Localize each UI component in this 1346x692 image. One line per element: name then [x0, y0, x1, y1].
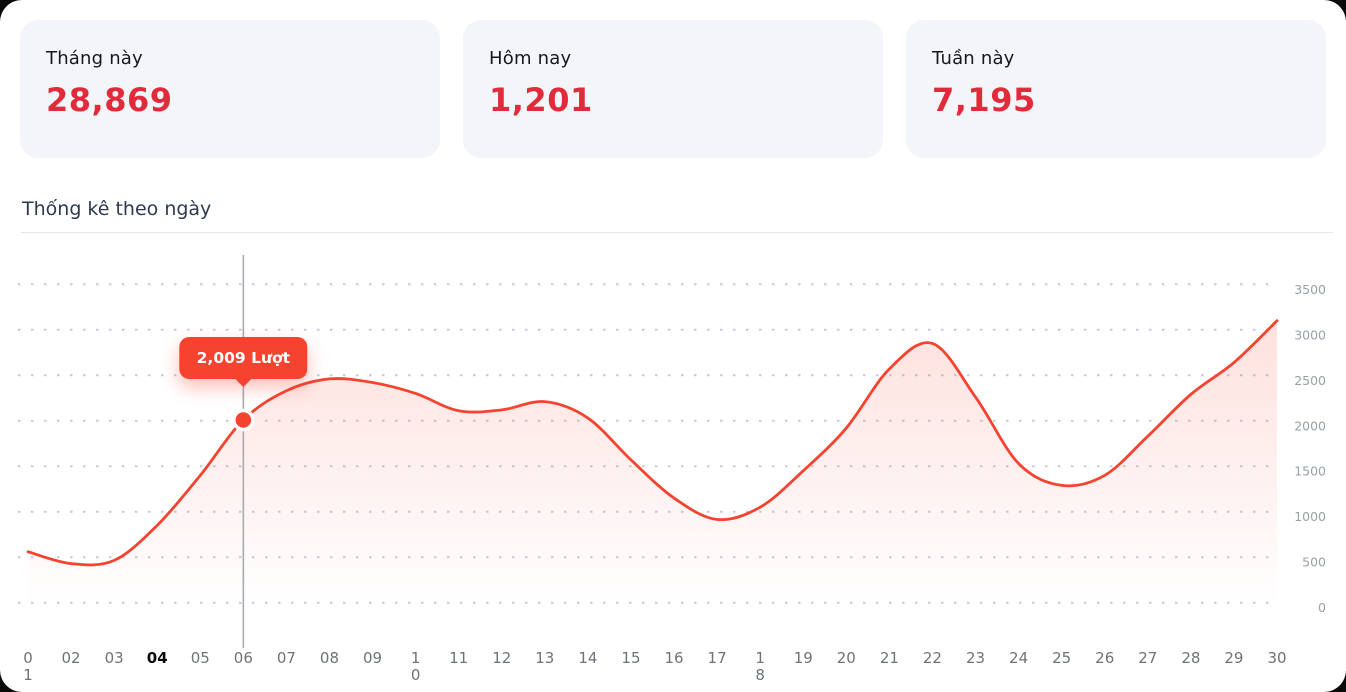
- x-axis-label: 19: [793, 649, 813, 667]
- x-axis-label: 23: [965, 649, 986, 667]
- chart-tooltip: 2,009 Lượt: [179, 336, 308, 379]
- chart-canvas: 0 500 1000 1500 2000 2500 3000 3500: [18, 255, 1326, 648]
- stat-value: 7,195: [932, 81, 1036, 119]
- stat-card-today: Hôm nay 1,201: [463, 20, 883, 158]
- stat-label: Hôm nay: [489, 48, 572, 69]
- x-axis-label: 15: [621, 649, 641, 667]
- x-axis-label: 21: [879, 649, 899, 667]
- y-axis-label: 0: [1318, 600, 1326, 615]
- y-axis-label: 3000: [1294, 327, 1326, 342]
- x-axis-label: 06: [233, 649, 253, 667]
- x-axis-label: 1 8: [755, 649, 765, 684]
- x-axis-label: 04: [146, 649, 168, 667]
- x-axis-label: 08: [319, 649, 340, 667]
- section-divider: [21, 232, 1333, 233]
- section-title: Thống kê theo ngày: [22, 198, 212, 220]
- x-axis-label: 0 1: [23, 649, 33, 684]
- x-axis-label: 14: [578, 649, 598, 667]
- x-axis-label: 30: [1267, 649, 1287, 667]
- x-axis-label: 05: [190, 649, 210, 667]
- y-axis-label: 2000: [1294, 418, 1326, 433]
- x-axis-label: 25: [1052, 649, 1072, 667]
- y-axis-label: 500: [1302, 555, 1326, 570]
- x-axis-label: 22: [922, 649, 942, 667]
- stat-value: 1,201: [489, 81, 593, 119]
- y-axis-label: 2500: [1294, 373, 1326, 388]
- x-axis-label: 26: [1095, 649, 1115, 667]
- x-axis-label: 12: [492, 649, 512, 667]
- y-axis-label: 3500: [1294, 282, 1326, 297]
- daily-stats-chart[interactable]: 0 500 1000 1500 2000 2500 3000 3500 0 1 02 03 04 05…: [0, 233, 1346, 692]
- y-axis-label: 1000: [1294, 509, 1326, 524]
- series-area: [28, 320, 1277, 604]
- stat-label: Tháng này: [46, 48, 143, 69]
- x-axis-label: 13: [535, 649, 555, 667]
- x-axis-label: 03: [104, 649, 124, 667]
- series-line: [26, 319, 1279, 567]
- tooltip-text: 2,009 Lượt: [196, 348, 291, 367]
- y-axis-label: 1500: [1294, 464, 1326, 479]
- x-axis-label: 02: [61, 649, 81, 667]
- stat-value: 28,869: [46, 81, 173, 119]
- stat-card-week: Tuần này 7,195: [906, 20, 1326, 158]
- x-axis-label: 11: [449, 649, 469, 667]
- x-axis-label: 16: [664, 649, 684, 667]
- x-axis-label: 17: [707, 649, 727, 667]
- x-axis-label: 24: [1009, 649, 1029, 667]
- stats-row: Tháng này 28,869 Hôm nay 1,201 Tuần này …: [0, 0, 1346, 158]
- x-axis-label: 07: [276, 649, 296, 667]
- x-axis-label: 28: [1181, 649, 1201, 667]
- stat-label: Tuần này: [932, 48, 1015, 69]
- stat-card-month: Tháng này 28,869: [20, 20, 440, 158]
- x-axis-label: 29: [1224, 649, 1244, 667]
- x-axis-label: 27: [1138, 649, 1158, 667]
- x-axis-label: 20: [836, 649, 856, 667]
- x-axis-label: 09: [363, 649, 383, 667]
- data-point-dot: [232, 408, 255, 432]
- x-axis-label: 1 0: [410, 649, 421, 684]
